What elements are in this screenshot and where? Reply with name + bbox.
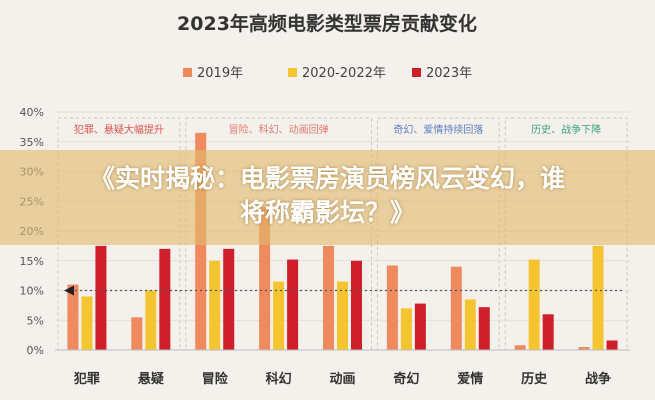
bar-0-1	[81, 296, 93, 350]
group-label-1: 冒险、科幻、动画回弹	[229, 123, 329, 136]
x-tick-label: 犯罪	[73, 371, 100, 387]
bar-6-0	[450, 266, 462, 350]
bar-2-2	[223, 248, 235, 350]
x-tick-label: 悬疑	[138, 371, 164, 387]
x-tick-label: 科幻	[266, 371, 292, 387]
bar-1-1	[145, 290, 157, 350]
y-tick-label: 15%	[20, 255, 44, 268]
y-tick-label: 35%	[20, 136, 44, 149]
bar-7-1	[528, 259, 540, 350]
bar-5-2	[414, 303, 426, 350]
group-label-0: 犯罪、悬疑大幅提升	[74, 123, 164, 136]
bar-0-2	[95, 245, 107, 350]
bar-5-1	[400, 308, 412, 350]
overlay-line-1: 《实时揭秘：电影票房演员榜风云变幻，谁	[89, 164, 565, 193]
bar-4-0	[323, 245, 334, 350]
bar-8-0	[578, 347, 590, 350]
bar-8-2	[606, 340, 618, 350]
bar-5-0	[386, 265, 398, 350]
bar-7-2	[542, 314, 554, 350]
reference-line	[64, 285, 625, 296]
bar-8-1	[592, 245, 604, 350]
legend-label-2: 2023年	[426, 66, 472, 81]
x-tick-label: 战争	[585, 371, 611, 387]
bar-2-1	[209, 260, 221, 350]
reference-arrow-marker	[64, 285, 74, 296]
x-tick-label: 爱情	[457, 371, 483, 387]
y-tick-label: 10%	[20, 285, 44, 298]
overlay-caption: 《实时揭秘：电影票房演员榜风云变幻，谁 将称霸影坛？》	[0, 162, 655, 230]
legend: 2019年 2020-2022年 2023年	[183, 66, 472, 81]
bar-3-0	[259, 207, 271, 350]
bar-1-2	[159, 248, 171, 350]
bar-1-0	[131, 317, 143, 350]
x-tick-label: 奇幻	[393, 371, 419, 387]
legend-label-0: 2019年	[197, 66, 243, 81]
bar-7-0	[514, 345, 526, 350]
x-tick-label: 历史	[521, 371, 548, 387]
y-tick-label: 40%	[20, 106, 44, 119]
overlay-line-2: 将称霸影坛？》	[239, 198, 415, 227]
y-tick-label: 5%	[27, 314, 44, 327]
x-axis: 犯罪 悬疑 冒险 科幻 动画 奇幻 爱情 历史 战争	[55, 349, 630, 387]
y-tick-label: 0%	[27, 344, 44, 357]
bar-3-2	[287, 259, 299, 350]
group-label-3: 历史、战争下降	[531, 123, 601, 136]
legend-swatch-2	[412, 68, 421, 77]
bar-3-1	[273, 281, 285, 350]
legend-swatch-1	[288, 68, 297, 77]
bar-6-2	[478, 307, 490, 350]
bar-4-1	[337, 281, 348, 350]
x-tick-label: 冒险	[202, 371, 229, 387]
bar-0-0	[67, 284, 79, 350]
chart-title: 2023年高频电影类型票房贡献变化	[177, 12, 477, 35]
x-tick-label: 动画	[329, 372, 355, 387]
overlay-band	[0, 150, 655, 245]
legend-swatch-0	[183, 68, 192, 77]
legend-label-1: 2020-2022年	[302, 66, 386, 81]
bar-6-1	[464, 299, 476, 350]
bar-4-2	[351, 260, 362, 350]
group-label-2: 奇幻、爱情持续回落	[393, 123, 483, 136]
